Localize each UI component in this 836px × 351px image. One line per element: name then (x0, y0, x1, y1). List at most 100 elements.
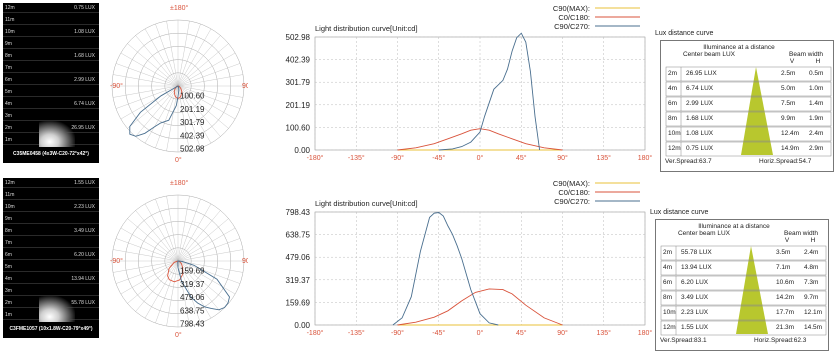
polar-spoke (144, 203, 179, 262)
lux-row-v-width: 14.2m (776, 294, 795, 301)
legend-label: C90/C270: (554, 22, 590, 31)
lux-row-value: 0.75 LUX (686, 145, 714, 152)
polar-spoke (177, 238, 241, 262)
polar-spoke (120, 52, 179, 87)
level-gridline (3, 72, 99, 73)
polar-spoke (120, 260, 179, 295)
series-line (392, 212, 499, 326)
lux-row-distance: 8m (668, 115, 678, 122)
polar-chart: 100.60 201.19 301.79 402.39 502.98 ±180° -90° 9… (110, 4, 248, 164)
lux-label: 3.49 LUX (74, 228, 95, 234)
lux-row-distance: 12m (668, 145, 681, 152)
light-beam (39, 296, 75, 322)
level-label: 2m (5, 300, 12, 306)
legend-label: C0/C180: (558, 188, 590, 197)
lux-label: 55.78 LUX (71, 300, 95, 306)
polar-spoke (135, 85, 179, 137)
y-tick-label: 0.00 (294, 146, 310, 155)
lux-row-h-width: 7.3m (804, 279, 819, 286)
polar-ring-label: 319.37 (180, 280, 205, 289)
x-tick-label: 45° (516, 154, 527, 162)
level-label: 11m (5, 192, 15, 198)
lux-row-border (665, 126, 832, 142)
lux-header-h: H (810, 237, 816, 244)
polar-spoke (177, 249, 244, 262)
lux-header-center-beam: Center beam LUX (682, 51, 736, 58)
polar-spoke (127, 85, 179, 129)
lux-row-v-width: 14.9m (781, 145, 800, 152)
lux-row-border (660, 245, 827, 261)
polar-spoke (177, 23, 201, 87)
lux-row-border (660, 305, 827, 321)
y-tick-label: 319.37 (286, 276, 311, 285)
chart-title: Light distribution curve[Unit:cd] (315, 24, 418, 33)
lux-label: 2.23 LUX (74, 204, 95, 210)
illuminance-image: 12m 11m 10m 9m 8m 7m 6m 5m 4m 3m 2m 1m 1.55 LUX 2.23 … (3, 178, 99, 338)
polar-ring-label: 798.43 (180, 320, 205, 329)
y-tick-label: 479.06 (286, 253, 311, 262)
lux-row-v-width: 2.5m (781, 70, 796, 77)
lux-distance-box: Illuminance at a distance Center beam LUX… (660, 40, 834, 172)
series-line (397, 288, 563, 326)
x-tick-label: -45° (432, 329, 445, 337)
lux-row-border (660, 260, 827, 276)
legend-label: C0/C180: (558, 13, 590, 22)
level-label: 12m (5, 5, 15, 11)
polar-spoke (166, 260, 179, 327)
level-label: 5m (5, 264, 12, 270)
y-tick-label: 638.75 (286, 231, 311, 240)
lux-row-value: 1.55 LUX (681, 324, 709, 331)
polar-spoke (166, 195, 179, 262)
level-label: 11m (5, 17, 15, 23)
lux-row-distance: 2m (668, 70, 678, 77)
lux-row-distance: 10m (663, 309, 676, 316)
level-label: 4m (5, 276, 12, 282)
level-label: 12m (5, 180, 15, 186)
x-tick-label: 180° (638, 154, 653, 162)
x-tick-label: -180° (307, 329, 324, 337)
polar-spoke (177, 195, 190, 262)
polar-spoke (177, 85, 229, 129)
y-tick-label: 159.69 (286, 298, 311, 307)
series-line (397, 128, 563, 151)
y-tick-label: 0.00 (294, 321, 310, 330)
lux-row-value: 2.23 LUX (681, 309, 709, 316)
lux-row-v-width: 10.6m (776, 279, 795, 286)
polar-spoke (135, 210, 179, 262)
lux-row-v-width: 12.4m (781, 130, 800, 137)
polar-lobe (177, 260, 230, 311)
level-gridline (3, 108, 99, 109)
lux-row-value: 2.99 LUX (686, 100, 714, 107)
lux-row-distance: 6m (663, 279, 673, 286)
level-gridline (3, 235, 99, 236)
x-tick-label: 0° (477, 154, 484, 162)
polar-spoke (177, 85, 241, 109)
x-tick-label: 135° (597, 329, 612, 337)
lux-row-border (665, 111, 832, 127)
polar-ring-label: 159.69 (180, 267, 205, 276)
level-gridline (3, 36, 99, 37)
lux-row-value: 1.08 LUX (686, 130, 714, 137)
polar-angle-bottom: 0° (175, 331, 182, 339)
lux-row-value: 6.74 LUX (686, 85, 714, 92)
polar-chart: 159.69 319.37 479.06 638.75 798.43 ±180° -90° 9… (110, 179, 248, 339)
beam-triangle (665, 66, 832, 157)
lux-row-border (665, 66, 832, 82)
polar-lobe (167, 260, 184, 283)
polar-angle-left: -90° (110, 82, 123, 90)
light-distribution-chart: -180° -135° -90° -45° 0° 45° 90° 135° 180° 0.00 15… (286, 179, 653, 337)
level-gridline (3, 211, 99, 212)
level-gridline (3, 24, 99, 25)
level-label: 3m (5, 288, 12, 294)
polar-ring-label: 301.79 (180, 118, 205, 127)
level-gridline (3, 96, 99, 97)
polar-spoke (155, 23, 179, 87)
x-tick-label: 45° (516, 329, 527, 337)
level-label: 2m (5, 125, 12, 131)
level-label: 8m (5, 228, 12, 234)
polar-spoke (177, 260, 190, 327)
legend-label: C90(MAX): (553, 4, 590, 13)
x-tick-label: 90° (557, 329, 568, 337)
lux-row-border (660, 275, 827, 291)
lux-row-distance: 12m (663, 324, 676, 331)
